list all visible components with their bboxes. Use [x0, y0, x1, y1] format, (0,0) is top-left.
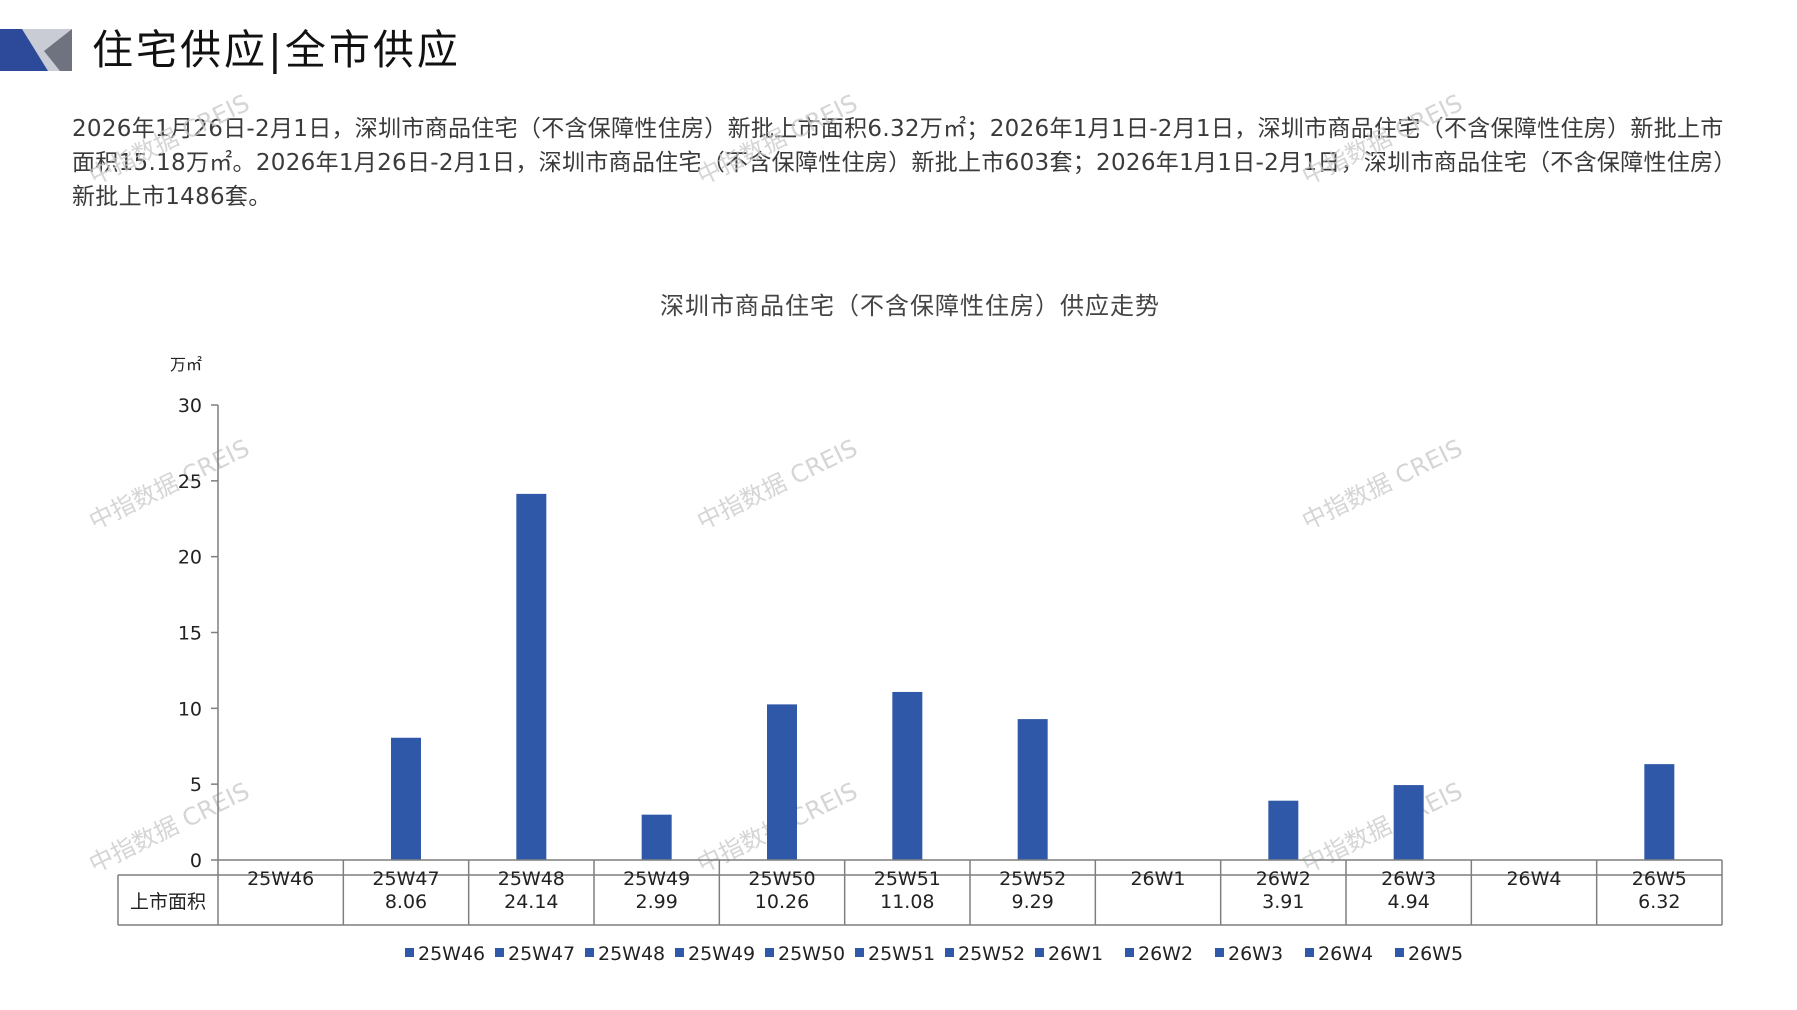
legend-label: 25W52 — [958, 943, 1025, 965]
x-category-label: 25W49 — [623, 868, 690, 890]
logo-mark — [0, 29, 72, 71]
legend-swatch — [945, 948, 954, 957]
bar-26W5 — [1644, 764, 1675, 860]
y-tick-label: 0 — [190, 850, 202, 872]
x-category-label: 26W2 — [1256, 868, 1311, 890]
table-series-label: 上市面积 — [130, 891, 206, 913]
legend-swatch — [585, 948, 594, 957]
legend-swatch — [1305, 948, 1314, 957]
x-category-label: 26W1 — [1130, 868, 1185, 890]
y-tick-label: 5 — [190, 774, 202, 796]
legend-label: 26W3 — [1228, 943, 1283, 965]
legend-label: 25W49 — [688, 943, 755, 965]
bar-26W2 — [1268, 800, 1299, 860]
summary-paragraph: 2026年1月26日-2月1日，深圳市商品住宅（不含保障性住房）新批上市面积6.… — [72, 116, 1726, 210]
legend: 25W46 25W47 25W48 25W49 25W50 25W51 25W52 26W1 2… — [405, 943, 1463, 965]
x-category-label: 26W5 — [1632, 868, 1687, 890]
bar-25W47 — [391, 737, 421, 860]
data-value-label: 24.14 — [504, 891, 558, 913]
x-category-label: 25W52 — [999, 868, 1066, 890]
bar-26W3 — [1393, 785, 1424, 860]
data-value-label: 9.29 — [1012, 891, 1054, 913]
bar-25W51 — [892, 691, 923, 860]
bar-25W48 — [516, 493, 547, 860]
chart-title: 深圳市商品住宅（不含保障性住房）供应走势 — [660, 292, 1160, 320]
legend-swatch — [1215, 948, 1224, 957]
x-category-label: 26W3 — [1381, 868, 1436, 890]
legend-label: 25W47 — [508, 943, 575, 965]
legend-swatch — [405, 948, 414, 957]
legend-label: 25W46 — [418, 943, 485, 965]
data-value-label: 8.06 — [385, 891, 427, 913]
legend-label: 25W51 — [868, 943, 935, 965]
data-value-label: 3.91 — [1262, 891, 1304, 913]
bar-25W50 — [767, 704, 797, 860]
legend-label: 25W50 — [778, 943, 845, 965]
legend-label: 26W2 — [1138, 943, 1193, 965]
data-value-label: 6.32 — [1638, 891, 1680, 913]
legend-swatch — [1395, 948, 1404, 957]
y-tick-label: 10 — [178, 698, 202, 720]
legend-swatch — [765, 948, 774, 957]
x-category-label: 25W50 — [748, 868, 815, 890]
data-table: 25W46 25W47 25W48 25W49 25W50 25W51 25W52 26W1 2… — [117, 859, 1723, 926]
x-category-label: 25W51 — [874, 868, 941, 890]
x-category-label: 25W47 — [372, 868, 439, 890]
legend-swatch — [495, 948, 504, 957]
data-value-label: 11.08 — [880, 891, 934, 913]
legend-swatch — [855, 948, 864, 957]
x-category-label: 25W46 — [247, 868, 314, 890]
data-value-label: 4.94 — [1388, 891, 1430, 913]
legend-swatch — [1035, 948, 1044, 957]
legend-label: 26W1 — [1048, 943, 1103, 965]
legend-label: 26W5 — [1408, 943, 1463, 965]
bars-group — [391, 493, 1675, 860]
bar-25W49 — [641, 814, 672, 860]
bar-25W52 — [1017, 719, 1048, 860]
y-tick-label: 15 — [178, 623, 202, 645]
y-axis: 0 5 10 15 20 25 30 — [178, 395, 219, 872]
data-value-label: 10.26 — [755, 891, 809, 913]
data-value-label: 2.99 — [636, 891, 678, 913]
x-category-label: 25W48 — [498, 868, 565, 890]
y-tick-label: 30 — [178, 395, 202, 417]
x-category-label: 26W4 — [1506, 868, 1561, 890]
legend-label: 25W48 — [598, 943, 665, 965]
y-tick-label: 20 — [178, 547, 202, 569]
y-tick-label: 25 — [178, 471, 202, 493]
legend-swatch — [675, 948, 684, 957]
y-axis-unit-label: 万㎡ — [170, 355, 202, 374]
page-title: 住宅供应|全市供应 — [92, 26, 461, 74]
legend-swatch — [1125, 948, 1134, 957]
legend-label: 26W4 — [1318, 943, 1373, 965]
